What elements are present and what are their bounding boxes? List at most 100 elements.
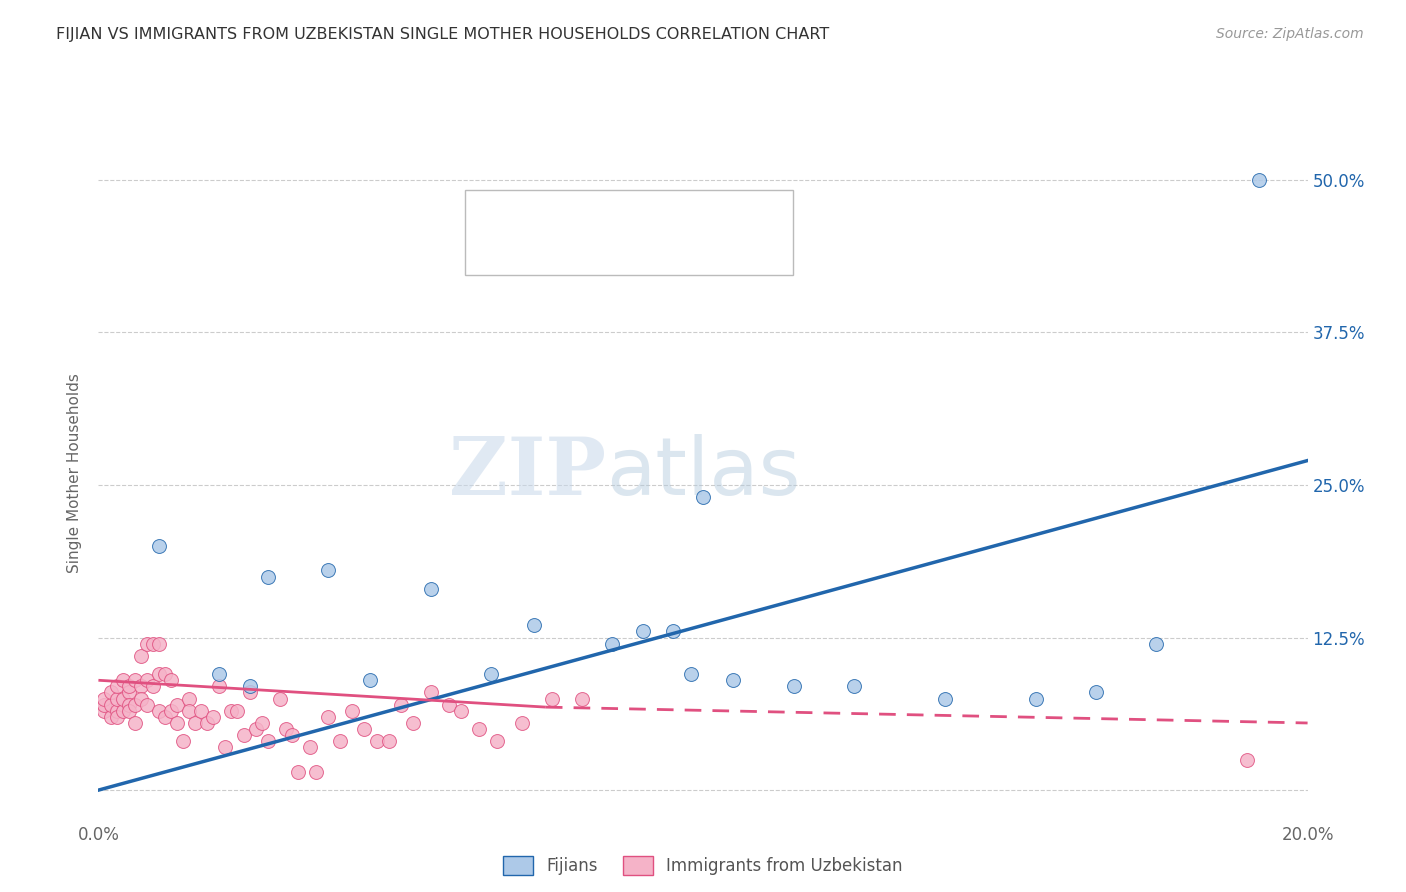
Point bbox=[316, 710, 339, 724]
Point bbox=[166, 716, 188, 731]
Text: ZIP: ZIP bbox=[450, 434, 606, 512]
Point bbox=[366, 734, 388, 748]
Text: R = -0.048   N = 76: R = -0.048 N = 76 bbox=[538, 244, 745, 261]
Point bbox=[602, 637, 624, 651]
Text: Source: ZipAtlas.com: Source: ZipAtlas.com bbox=[1216, 27, 1364, 41]
Point bbox=[208, 667, 231, 681]
Point bbox=[214, 740, 236, 755]
Point bbox=[118, 679, 141, 693]
Y-axis label: Single Mother Households: Single Mother Households bbox=[67, 373, 83, 573]
Point bbox=[195, 716, 218, 731]
Point bbox=[481, 667, 503, 681]
Point bbox=[148, 704, 170, 718]
Point bbox=[153, 667, 176, 681]
Point bbox=[420, 685, 443, 699]
Point bbox=[179, 704, 201, 718]
Point bbox=[179, 691, 201, 706]
Point bbox=[129, 691, 152, 706]
Point bbox=[437, 698, 460, 712]
Point bbox=[692, 490, 714, 504]
Point bbox=[1249, 173, 1271, 187]
Point bbox=[118, 685, 141, 699]
Point bbox=[129, 679, 152, 693]
Point bbox=[420, 582, 443, 596]
Point bbox=[232, 728, 254, 742]
Point bbox=[256, 569, 278, 583]
Point bbox=[172, 734, 194, 748]
Point bbox=[523, 618, 546, 632]
Point bbox=[256, 734, 278, 748]
Point bbox=[329, 734, 352, 748]
Point bbox=[450, 704, 472, 718]
Point bbox=[111, 691, 134, 706]
Point bbox=[190, 704, 212, 718]
Point bbox=[679, 667, 702, 681]
Point bbox=[402, 716, 425, 731]
Point bbox=[100, 710, 122, 724]
Point bbox=[1024, 691, 1046, 706]
Text: FIJIAN VS IMMIGRANTS FROM UZBEKISTAN SINGLE MOTHER HOUSEHOLDS CORRELATION CHART: FIJIAN VS IMMIGRANTS FROM UZBEKISTAN SIN… bbox=[56, 27, 830, 42]
Point bbox=[316, 563, 339, 577]
Point bbox=[148, 637, 170, 651]
Point bbox=[148, 539, 170, 553]
Point bbox=[360, 673, 382, 688]
Point bbox=[245, 722, 267, 736]
Point bbox=[221, 704, 243, 718]
Point bbox=[299, 740, 322, 755]
Point bbox=[305, 764, 328, 779]
Point bbox=[389, 698, 412, 712]
Point bbox=[135, 673, 157, 688]
Point bbox=[124, 673, 146, 688]
Bar bbox=[478, 237, 522, 267]
Point bbox=[160, 673, 183, 688]
Point bbox=[93, 704, 115, 718]
Point bbox=[129, 648, 152, 663]
Point bbox=[105, 691, 128, 706]
Point bbox=[160, 704, 183, 718]
Legend: Fijians, Immigrants from Uzbekistan: Fijians, Immigrants from Uzbekistan bbox=[496, 849, 910, 882]
Point bbox=[166, 698, 188, 712]
Point bbox=[142, 679, 165, 693]
Point bbox=[353, 722, 375, 736]
Point bbox=[100, 685, 122, 699]
Point bbox=[934, 691, 956, 706]
Point bbox=[571, 691, 593, 706]
FancyBboxPatch shape bbox=[464, 190, 793, 276]
Point bbox=[124, 716, 146, 731]
Point bbox=[250, 716, 273, 731]
Point bbox=[239, 679, 262, 693]
Point bbox=[844, 679, 866, 693]
Text: R =  0.597   N = 22: R = 0.597 N = 22 bbox=[538, 202, 745, 219]
Point bbox=[486, 734, 509, 748]
Point bbox=[105, 704, 128, 718]
Point bbox=[239, 685, 262, 699]
Point bbox=[124, 698, 146, 712]
Point bbox=[540, 691, 562, 706]
Point bbox=[118, 704, 141, 718]
Point bbox=[202, 710, 225, 724]
Point bbox=[274, 722, 297, 736]
Point bbox=[105, 710, 128, 724]
Point bbox=[184, 716, 207, 731]
Text: atlas: atlas bbox=[606, 434, 800, 512]
Point bbox=[142, 637, 165, 651]
Point bbox=[269, 691, 291, 706]
Point bbox=[281, 728, 304, 742]
Point bbox=[135, 637, 157, 651]
Point bbox=[111, 704, 134, 718]
Point bbox=[342, 704, 364, 718]
Point bbox=[93, 691, 115, 706]
Point bbox=[105, 679, 128, 693]
Point bbox=[153, 710, 176, 724]
Point bbox=[510, 716, 533, 731]
Point bbox=[287, 764, 309, 779]
Point bbox=[1085, 685, 1108, 699]
Point bbox=[723, 673, 745, 688]
Bar bbox=[478, 195, 522, 226]
Point bbox=[118, 698, 141, 712]
Point bbox=[468, 722, 491, 736]
Point bbox=[1144, 637, 1167, 651]
Point bbox=[662, 624, 685, 639]
Point bbox=[226, 704, 249, 718]
Point bbox=[148, 667, 170, 681]
